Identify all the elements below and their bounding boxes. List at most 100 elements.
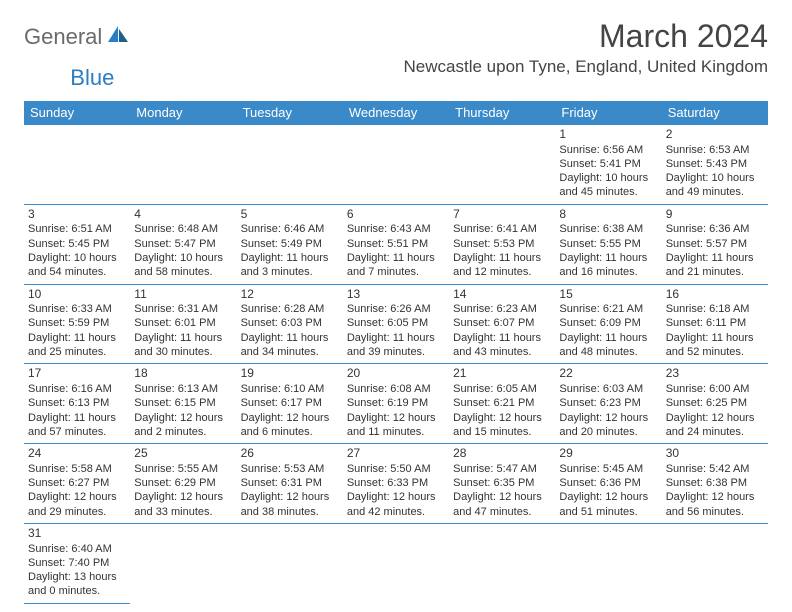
sunrise-text: Sunrise: 6:23 AM — [453, 302, 551, 316]
calendar-cell: 19Sunrise: 6:10 AMSunset: 6:17 PMDayligh… — [237, 364, 343, 444]
day-number: 16 — [666, 287, 764, 303]
calendar-cell — [343, 125, 449, 205]
daylight-text-2: and 34 minutes. — [241, 345, 339, 359]
sunset-text: Sunset: 5:57 PM — [666, 237, 764, 251]
sunset-text: Sunset: 6:09 PM — [559, 316, 657, 330]
sunrise-text: Sunrise: 6:46 AM — [241, 222, 339, 236]
sunset-text: Sunset: 5:55 PM — [559, 237, 657, 251]
logo: General — [24, 24, 132, 50]
day-number: 5 — [241, 207, 339, 223]
day-number: 12 — [241, 287, 339, 303]
sunset-text: Sunset: 6:35 PM — [453, 476, 551, 490]
daylight-text-1: Daylight: 11 hours — [453, 331, 551, 345]
daylight-text-1: Daylight: 12 hours — [666, 411, 764, 425]
daylight-text-1: Daylight: 11 hours — [241, 251, 339, 265]
daylight-text-1: Daylight: 12 hours — [134, 411, 232, 425]
calendar-cell — [449, 523, 555, 603]
calendar-cell: 21Sunrise: 6:05 AMSunset: 6:21 PMDayligh… — [449, 364, 555, 444]
col-friday: Friday — [555, 101, 661, 125]
sunrise-text: Sunrise: 6:33 AM — [28, 302, 126, 316]
sunset-text: Sunset: 6:19 PM — [347, 396, 445, 410]
calendar-cell: 3Sunrise: 6:51 AMSunset: 5:45 PMDaylight… — [24, 204, 130, 284]
sunset-text: Sunset: 5:53 PM — [453, 237, 551, 251]
daylight-text-2: and 54 minutes. — [28, 265, 126, 279]
calendar-cell: 16Sunrise: 6:18 AMSunset: 6:11 PMDayligh… — [662, 284, 768, 364]
header-row: Sunday Monday Tuesday Wednesday Thursday… — [24, 101, 768, 125]
calendar-cell: 27Sunrise: 5:50 AMSunset: 6:33 PMDayligh… — [343, 444, 449, 524]
sunrise-text: Sunrise: 6:43 AM — [347, 222, 445, 236]
daylight-text-1: Daylight: 12 hours — [453, 490, 551, 504]
daylight-text-1: Daylight: 11 hours — [666, 331, 764, 345]
sunset-text: Sunset: 5:41 PM — [559, 157, 657, 171]
sunrise-text: Sunrise: 6:51 AM — [28, 222, 126, 236]
sunset-text: Sunset: 6:29 PM — [134, 476, 232, 490]
calendar-cell: 12Sunrise: 6:28 AMSunset: 6:03 PMDayligh… — [237, 284, 343, 364]
day-number: 1 — [559, 127, 657, 143]
day-number: 10 — [28, 287, 126, 303]
title-block: March 2024 Newcastle upon Tyne, England,… — [404, 18, 768, 77]
logo-text-general: General — [24, 24, 102, 50]
daylight-text-2: and 15 minutes. — [453, 425, 551, 439]
daylight-text-2: and 0 minutes. — [28, 584, 126, 598]
calendar-cell — [24, 125, 130, 205]
calendar-cell: 5Sunrise: 6:46 AMSunset: 5:49 PMDaylight… — [237, 204, 343, 284]
calendar-cell: 15Sunrise: 6:21 AMSunset: 6:09 PMDayligh… — [555, 284, 661, 364]
day-number: 4 — [134, 207, 232, 223]
calendar-cell — [130, 125, 236, 205]
calendar-cell — [130, 523, 236, 603]
sunset-text: Sunset: 5:43 PM — [666, 157, 764, 171]
calendar-row: 10Sunrise: 6:33 AMSunset: 5:59 PMDayligh… — [24, 284, 768, 364]
sunrise-text: Sunrise: 6:05 AM — [453, 382, 551, 396]
daylight-text-1: Daylight: 11 hours — [347, 331, 445, 345]
daylight-text-1: Daylight: 13 hours — [28, 570, 126, 584]
sunset-text: Sunset: 5:49 PM — [241, 237, 339, 251]
sunset-text: Sunset: 6:07 PM — [453, 316, 551, 330]
sunrise-text: Sunrise: 6:38 AM — [559, 222, 657, 236]
sunset-text: Sunset: 6:23 PM — [559, 396, 657, 410]
daylight-text-2: and 43 minutes. — [453, 345, 551, 359]
col-sunday: Sunday — [24, 101, 130, 125]
sunrise-text: Sunrise: 5:53 AM — [241, 462, 339, 476]
daylight-text-2: and 48 minutes. — [559, 345, 657, 359]
day-number: 14 — [453, 287, 551, 303]
daylight-text-2: and 42 minutes. — [347, 505, 445, 519]
daylight-text-1: Daylight: 12 hours — [28, 490, 126, 504]
col-thursday: Thursday — [449, 101, 555, 125]
day-number: 7 — [453, 207, 551, 223]
sunset-text: Sunset: 6:27 PM — [28, 476, 126, 490]
calendar-cell: 1Sunrise: 6:56 AMSunset: 5:41 PMDaylight… — [555, 125, 661, 205]
sunrise-text: Sunrise: 5:50 AM — [347, 462, 445, 476]
calendar-cell: 25Sunrise: 5:55 AMSunset: 6:29 PMDayligh… — [130, 444, 236, 524]
sunrise-text: Sunrise: 6:00 AM — [666, 382, 764, 396]
daylight-text-1: Daylight: 11 hours — [666, 251, 764, 265]
day-number: 9 — [666, 207, 764, 223]
logo-sail-icon — [106, 24, 130, 44]
sunset-text: Sunset: 6:03 PM — [241, 316, 339, 330]
calendar-row: 3Sunrise: 6:51 AMSunset: 5:45 PMDaylight… — [24, 204, 768, 284]
daylight-text-2: and 38 minutes. — [241, 505, 339, 519]
daylight-text-1: Daylight: 11 hours — [453, 251, 551, 265]
daylight-text-2: and 52 minutes. — [666, 345, 764, 359]
day-number: 25 — [134, 446, 232, 462]
daylight-text-1: Daylight: 10 hours — [28, 251, 126, 265]
sunset-text: Sunset: 6:36 PM — [559, 476, 657, 490]
daylight-text-1: Daylight: 11 hours — [28, 331, 126, 345]
calendar-row: 17Sunrise: 6:16 AMSunset: 6:13 PMDayligh… — [24, 364, 768, 444]
daylight-text-1: Daylight: 11 hours — [347, 251, 445, 265]
sunrise-text: Sunrise: 6:53 AM — [666, 143, 764, 157]
daylight-text-1: Daylight: 11 hours — [559, 331, 657, 345]
calendar-cell: 9Sunrise: 6:36 AMSunset: 5:57 PMDaylight… — [662, 204, 768, 284]
day-number: 29 — [559, 446, 657, 462]
sunrise-text: Sunrise: 6:48 AM — [134, 222, 232, 236]
day-number: 26 — [241, 446, 339, 462]
sunrise-text: Sunrise: 6:40 AM — [28, 542, 126, 556]
sunrise-text: Sunrise: 5:47 AM — [453, 462, 551, 476]
col-wednesday: Wednesday — [343, 101, 449, 125]
day-number: 17 — [28, 366, 126, 382]
calendar-cell: 2Sunrise: 6:53 AMSunset: 5:43 PMDaylight… — [662, 125, 768, 205]
logo-text-blue: Blue — [70, 65, 114, 91]
daylight-text-1: Daylight: 12 hours — [347, 490, 445, 504]
daylight-text-1: Daylight: 10 hours — [666, 171, 764, 185]
calendar-table: Sunday Monday Tuesday Wednesday Thursday… — [24, 101, 768, 604]
calendar-cell: 6Sunrise: 6:43 AMSunset: 5:51 PMDaylight… — [343, 204, 449, 284]
